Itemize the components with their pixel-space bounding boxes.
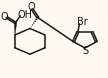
Polygon shape bbox=[14, 23, 17, 35]
Text: OH: OH bbox=[18, 10, 33, 20]
Text: S: S bbox=[82, 46, 88, 56]
Text: Br: Br bbox=[77, 17, 88, 27]
Text: O: O bbox=[27, 2, 35, 12]
Text: O: O bbox=[0, 12, 8, 22]
